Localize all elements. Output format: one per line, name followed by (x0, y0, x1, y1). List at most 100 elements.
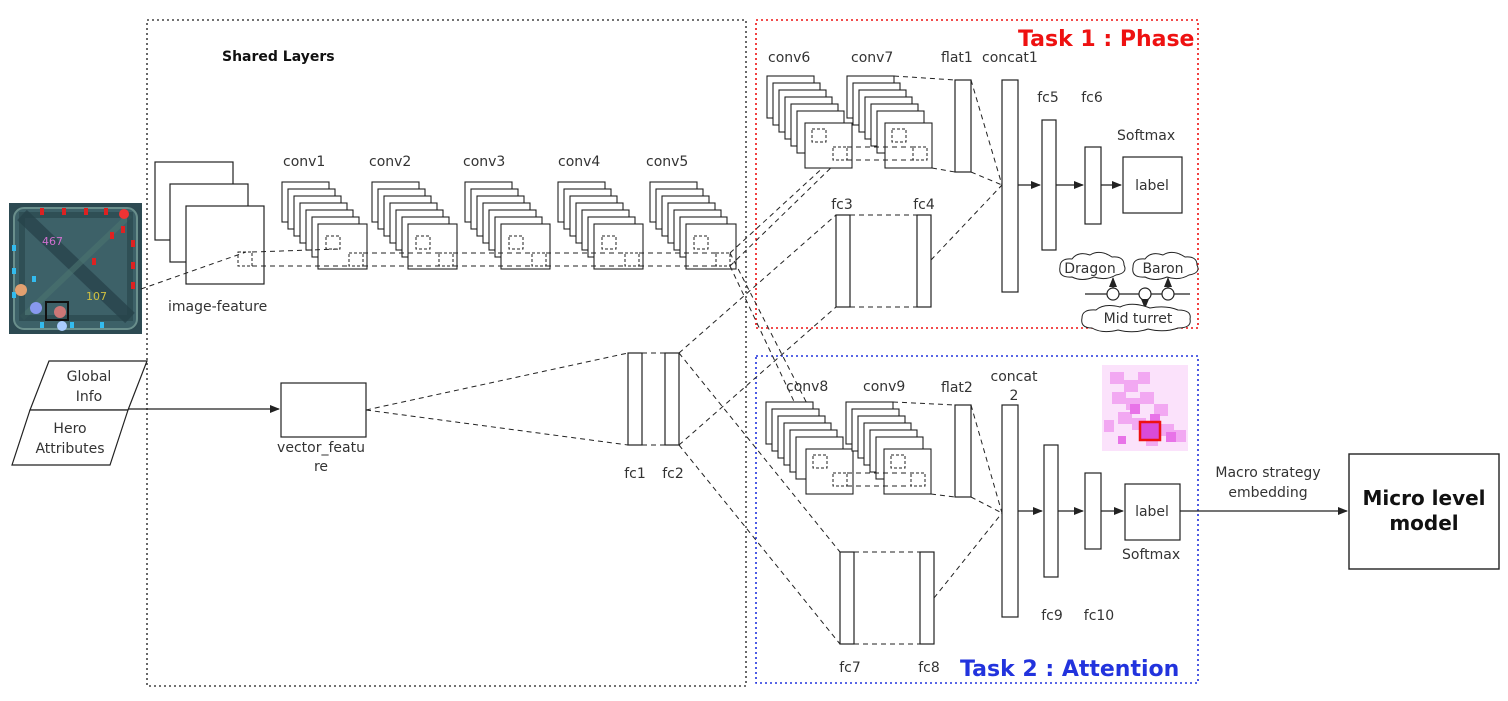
dragon-label: Dragon (1064, 261, 1115, 277)
conv4-stack (557, 181, 644, 270)
vector-feature-label-1: vector_featu (277, 440, 365, 456)
concat1-layer (1001, 79, 1019, 293)
concat2-label-2: 2 (1010, 388, 1019, 404)
task2-label-box (1124, 483, 1181, 541)
mid-turret-label: Mid turret (1104, 311, 1173, 327)
conv1-stack (281, 181, 368, 270)
fc9-layer (1043, 444, 1059, 578)
baron-cloud: Baron (1132, 251, 1199, 280)
task2-softmax-label: Softmax (1122, 547, 1180, 563)
task1-connections (847, 75, 1003, 308)
micro-level-model-label-2: model (1389, 511, 1458, 535)
fc7-label: fc7 (839, 660, 861, 676)
fc9-label: fc9 (1041, 608, 1063, 624)
fc4-layer (916, 214, 932, 308)
minimap-image: 467 107 (9, 203, 142, 334)
conv1-label: conv1 (283, 154, 325, 170)
image-feature-label: image-feature (168, 299, 267, 315)
fc4-label: fc4 (913, 197, 935, 213)
conv8-label: conv8 (786, 379, 828, 395)
fc3-layer (835, 214, 851, 308)
attention-heatmap (1102, 365, 1188, 451)
fc10-layer (1084, 472, 1102, 550)
attention-target-cell (1138, 420, 1162, 442)
global-info-label-1: Global (67, 369, 112, 385)
minimap-to-image-feature (140, 251, 247, 290)
conv6-label: conv6 (768, 50, 810, 66)
dragon-cloud: Dragon (1059, 251, 1126, 280)
shared-layers-title: Shared Layers (222, 49, 335, 65)
conv2-kernel-in (415, 235, 431, 250)
task2-connections (847, 401, 1003, 645)
conv5-stack (649, 181, 737, 270)
conv1-kernel-in (325, 235, 341, 250)
task1-label-box (1122, 156, 1183, 214)
fc5-label: fc5 (1037, 90, 1059, 106)
vector-feature-box (280, 382, 367, 438)
fc7-layer (839, 551, 855, 645)
task2-label-text: label (1135, 504, 1169, 520)
image-feature-stack (154, 161, 265, 285)
conv1-kernel-out (348, 252, 364, 267)
baron-label: Baron (1142, 261, 1183, 277)
fc8-layer (919, 551, 935, 645)
conv3-kernel-out (531, 252, 547, 267)
conv9-kernel-out (910, 472, 926, 487)
conv3-label: conv3 (463, 154, 505, 170)
task2-region (755, 355, 1199, 684)
hero-attributes-input (11, 409, 129, 466)
task1-label-text: label (1135, 178, 1169, 194)
conv9-stack (845, 401, 932, 495)
conv5-kernel-in (693, 235, 709, 250)
fc1-layer (627, 352, 643, 446)
fc5-layer (1041, 119, 1057, 251)
task1-softmax-label: Softmax (1117, 128, 1175, 144)
conv3-stack (464, 181, 551, 270)
task2-title: Task 2 : Attention (960, 657, 1179, 682)
fc1-label: fc1 (624, 466, 646, 482)
task1-title: Task 1 : Phase (1018, 27, 1194, 52)
fc2-label: fc2 (662, 466, 684, 482)
concat2-layer (1001, 404, 1019, 618)
shared-conv-connections (251, 248, 716, 267)
mid-turret-cloud: Mid turret (1081, 303, 1191, 333)
fc10-label: fc10 (1084, 608, 1114, 624)
conv8-kernel-out (832, 472, 848, 487)
hero-attributes-label-2: Attributes (35, 441, 104, 457)
micro-level-model-box (1348, 453, 1500, 570)
global-info-label-2: Info (76, 389, 103, 405)
conv6-kernel-out (832, 146, 848, 161)
flat2-label: flat2 (941, 380, 973, 396)
conv8-stack (765, 401, 854, 495)
fc2-layer (664, 352, 680, 446)
fc6-layer (1084, 146, 1102, 225)
fc3-label: fc3 (831, 197, 853, 213)
conv5-kernel-out (715, 252, 731, 267)
flat1-label: flat1 (941, 50, 973, 66)
concat1-label: concat1 (982, 50, 1038, 66)
conv3-kernel-in (508, 235, 524, 250)
minimap-number-a: 467 (42, 235, 63, 248)
embedding-label-2: embedding (1228, 485, 1307, 501)
conv6-stack (766, 75, 853, 169)
fc6-label: fc6 (1081, 90, 1103, 106)
conv6-kernel-in (811, 128, 827, 143)
hero-attributes-label-1: Hero (53, 421, 86, 437)
vector-feature-label-2: re (314, 459, 328, 475)
micro-level-model-label-1: Micro level (1362, 486, 1485, 510)
task1-region (755, 19, 1199, 329)
concat2-label-1: concat (991, 369, 1038, 385)
shared-layers-region (146, 19, 747, 687)
conv5-label: conv5 (646, 154, 688, 170)
conv4-kernel-out (624, 252, 640, 267)
conv7-label: conv7 (851, 50, 893, 66)
conv7-kernel-out (912, 146, 928, 161)
flat1-layer (954, 79, 972, 173)
conv4-kernel-in (601, 235, 617, 250)
conv7-stack (846, 75, 933, 169)
conv9-label: conv9 (863, 379, 905, 395)
conv8-kernel-in (812, 454, 828, 469)
conv4-label: conv4 (558, 154, 600, 170)
flat2-layer (954, 404, 972, 498)
